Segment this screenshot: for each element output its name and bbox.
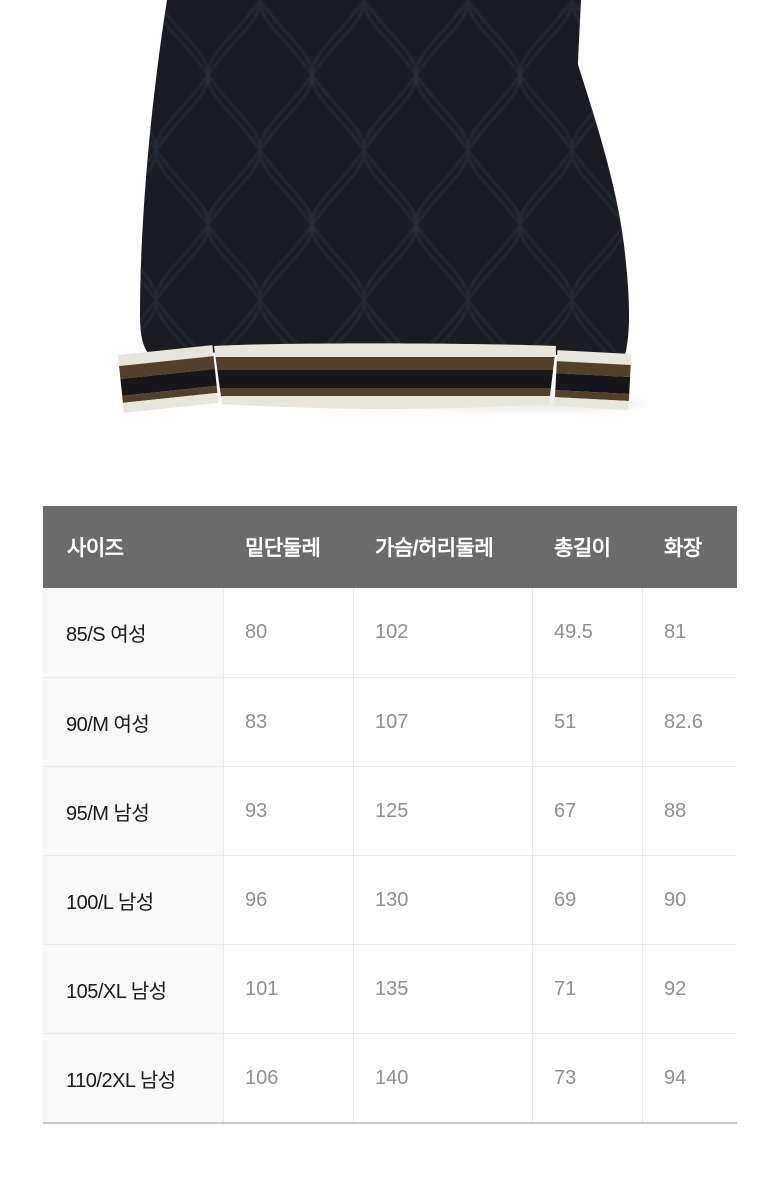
jacket-illustration — [117, 0, 645, 413]
table-row: 100/L 남성 96 130 69 90 — [43, 855, 737, 944]
table-row: 85/S 여성 80 102 49.5 81 — [43, 588, 737, 677]
header-cell-chest-waist: 가슴/허리둘레 — [375, 537, 494, 560]
table-row: 110/2XL 남성 106 140 73 94 — [43, 1033, 737, 1122]
striped-hem-band — [214, 343, 556, 409]
hem-cell: 101 — [224, 945, 354, 1033]
right-striped-cuff — [554, 350, 632, 410]
size-cell: 100/L 남성 — [43, 856, 224, 944]
header-cell-hem: 밑단둘레 — [245, 537, 321, 560]
length-cell: 73 — [533, 1034, 643, 1122]
sleeve-cell: 82.6 — [664, 710, 703, 733]
header-cell-size: 사이즈 — [67, 537, 124, 560]
chest-waist-cell: 102 — [354, 588, 533, 677]
size-table: 사이즈 밑단둘레 가슴/허리둘레 총길이 화장 85/S 여성 80 102 4… — [43, 506, 737, 1124]
table-row: 105/XL 남성 101 135 71 92 — [43, 944, 737, 1033]
quilting-pattern — [140, 0, 630, 357]
chest-waist-cell: 107 — [354, 678, 533, 766]
size-cell: 105/XL 남성 — [43, 945, 224, 1033]
sleeve-cell: 90 — [664, 888, 687, 911]
size-cell: 85/S 여성 — [43, 588, 224, 677]
size-cell: 90/M 여성 — [43, 678, 224, 766]
sleeve-cell: 81 — [664, 621, 687, 643]
length-cell: 49.5 — [533, 588, 643, 677]
chest-waist-cell: 140 — [354, 1034, 533, 1122]
size-cell: 110/2XL 남성 — [43, 1034, 224, 1122]
header-cell-sleeve: 화장 — [664, 537, 702, 560]
left-striped-cuff — [117, 345, 219, 413]
chest-waist-cell: 130 — [354, 856, 533, 944]
hem-cell: 93 — [224, 767, 354, 855]
sleeve-cell: 94 — [664, 1066, 687, 1089]
table-row: 95/M 남성 93 125 67 88 — [43, 766, 737, 855]
size-cell: 95/M 남성 — [43, 767, 224, 855]
chest-waist-cell: 135 — [354, 945, 533, 1033]
sleeve-cell: 92 — [664, 977, 687, 1000]
chest-waist-cell: 125 — [354, 767, 533, 855]
hem-cell: 80 — [224, 588, 354, 677]
length-cell: 51 — [533, 678, 643, 766]
length-cell: 67 — [533, 767, 643, 855]
size-table-header: 사이즈 밑단둘레 가슴/허리둘레 총길이 화장 — [43, 506, 737, 588]
sleeve-cell: 88 — [664, 799, 687, 822]
table-row: 90/M 여성 83 107 51 82.6 — [43, 677, 737, 766]
length-cell: 71 — [533, 945, 643, 1033]
length-cell: 69 — [533, 856, 643, 944]
hem-cell: 96 — [224, 856, 354, 944]
header-cell-length: 총길이 — [554, 537, 611, 560]
hem-cell: 83 — [224, 678, 354, 766]
hem-cell: 106 — [224, 1034, 354, 1122]
quilted-jacket-photo — [0, 0, 780, 430]
